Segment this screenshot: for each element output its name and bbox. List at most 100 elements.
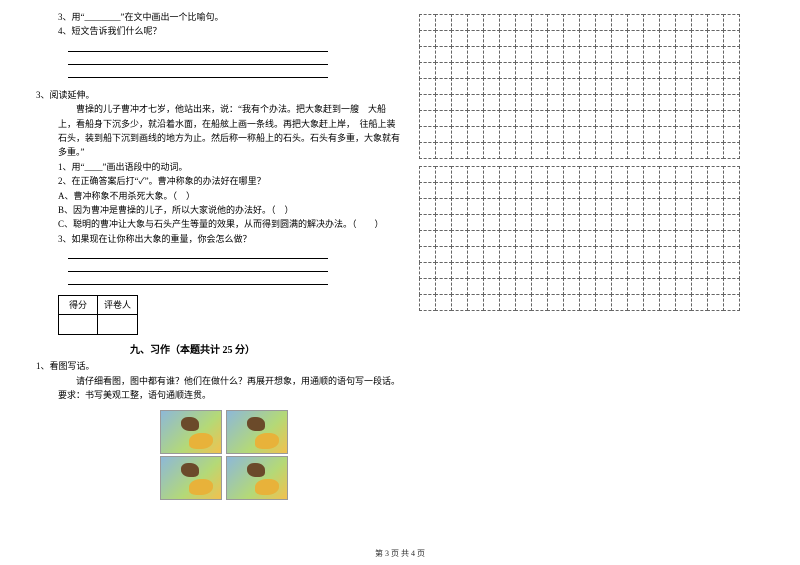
grid-cell (531, 294, 548, 311)
story-image-1 (160, 410, 222, 454)
grid-cell (563, 278, 580, 295)
grid-cell (675, 198, 692, 215)
grid-cell (531, 246, 548, 263)
grid-cell (675, 182, 692, 199)
grid-cell (611, 46, 628, 63)
grid-cell (547, 262, 564, 279)
grid-cell (531, 110, 548, 127)
grid-row (420, 183, 760, 199)
sub-question-2: 2、在正确答案后打“✓”。曹冲称象的办法好在哪里？ (30, 174, 400, 188)
grid-cell (451, 14, 468, 31)
grid-cell (579, 230, 596, 247)
grid-cell (579, 126, 596, 143)
grid-cell (643, 62, 660, 79)
page-footer: 第 3 页 共 4 页 (0, 548, 800, 559)
grid-cell (531, 214, 548, 231)
grid-cell (691, 294, 708, 311)
grid-cell (419, 262, 436, 279)
grid-cell (675, 246, 692, 263)
story-images-panel (160, 410, 290, 500)
grid-cell (451, 78, 468, 95)
grid-cell (611, 262, 628, 279)
story-image-2 (226, 410, 288, 454)
grid-cell (691, 14, 708, 31)
grid-cell (643, 182, 660, 199)
score-cell-empty (98, 315, 138, 334)
grid-cell (659, 198, 676, 215)
grid-cell (627, 214, 644, 231)
story-image-4 (226, 456, 288, 500)
grid-cell (659, 30, 676, 47)
grid-cell (483, 46, 500, 63)
answer-line (68, 261, 328, 272)
grid-cell (659, 294, 676, 311)
grid-cell (451, 46, 468, 63)
grid-cell (451, 198, 468, 215)
grid-cell (531, 62, 548, 79)
grid-row (420, 127, 760, 143)
grid-cell (691, 110, 708, 127)
grid-cell (435, 182, 452, 199)
grid-cell (451, 214, 468, 231)
option-a: A、曹冲称象不用杀死大象。（ ） (30, 189, 400, 203)
grid-cell (723, 46, 740, 63)
grid-cell (691, 166, 708, 183)
grid-cell (483, 294, 500, 311)
grid-cell (515, 198, 532, 215)
grid-cell (579, 246, 596, 263)
grid-cell (595, 110, 612, 127)
grid-cell (579, 142, 596, 159)
writing-grid-block-1 (420, 15, 760, 159)
grid-cell (499, 14, 516, 31)
grid-cell (707, 214, 724, 231)
grid-cell (643, 110, 660, 127)
grid-row (420, 215, 760, 231)
grid-cell (451, 278, 468, 295)
grid-cell (547, 294, 564, 311)
grid-cell (627, 46, 644, 63)
grid-cell (659, 14, 676, 31)
grid-cell (579, 46, 596, 63)
grid-cell (611, 182, 628, 199)
grid-cell (659, 110, 676, 127)
grid-cell (435, 78, 452, 95)
grid-row (420, 295, 760, 311)
grid-cell (515, 278, 532, 295)
grid-cell (707, 230, 724, 247)
grid-cell (547, 110, 564, 127)
grid-cell (515, 126, 532, 143)
grid-cell (723, 182, 740, 199)
option-c: C、聪明的曹冲让大象与石头产生等量的效果，从而得到圆满的解决办法。（ ） (30, 217, 400, 231)
grid-cell (643, 30, 660, 47)
grid-cell (419, 182, 436, 199)
grid-cell (467, 214, 484, 231)
grid-cell (563, 14, 580, 31)
grid-cell (643, 46, 660, 63)
grid-cell (515, 262, 532, 279)
grid-cell (563, 182, 580, 199)
grid-cell (419, 214, 436, 231)
grid-cell (707, 62, 724, 79)
grid-cell (643, 14, 660, 31)
grid-cell (691, 142, 708, 159)
sub-question-1: 1、用“____”画出语段中的动词。 (30, 160, 400, 174)
grid-cell (547, 46, 564, 63)
grid-cell (547, 198, 564, 215)
grid-cell (563, 46, 580, 63)
grid-cell (659, 214, 676, 231)
grid-cell (467, 262, 484, 279)
grid-cell (675, 94, 692, 111)
grid-cell (531, 46, 548, 63)
grid-cell (723, 78, 740, 95)
grid-cell (499, 262, 516, 279)
grid-cell (563, 198, 580, 215)
grid-cell (675, 294, 692, 311)
score-cell-score: 得分 (59, 296, 98, 315)
grid-cell (579, 110, 596, 127)
grid-cell (515, 294, 532, 311)
grid-cell (691, 230, 708, 247)
grid-cell (419, 246, 436, 263)
page-container: 3、用“________”在文中画出一个比喻句。 4、短文告诉我们什么呢？ 3、… (0, 0, 800, 500)
grid-cell (691, 62, 708, 79)
grid-cell (483, 182, 500, 199)
